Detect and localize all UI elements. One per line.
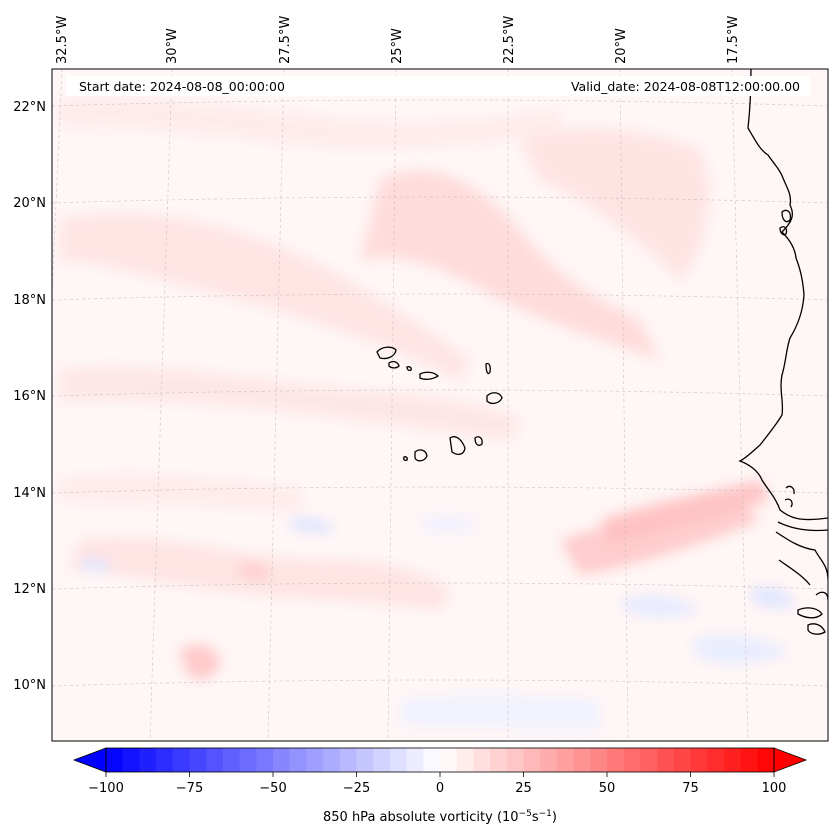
lat-label-20n: 20°N: [13, 196, 46, 211]
colorbar-min-extend-arrow: [72, 747, 107, 773]
lat-label-10n: 10°N: [13, 678, 46, 693]
colorbar-cell: [523, 748, 541, 772]
colorbar-cell: [156, 748, 174, 772]
lon-label-25w: 25°W: [390, 28, 405, 64]
colorbar-cell: [590, 748, 608, 772]
colorbar-cells: [106, 748, 775, 772]
date-banner: Start date: 2024-08-08_00:00:00 Valid_da…: [66, 76, 810, 96]
colorbar-cell: [256, 748, 274, 772]
lon-label-17-5w: 17.5°W: [726, 16, 741, 64]
colorbar-cell: [473, 748, 491, 772]
start-date-label: Start date: 2024-08-08_00:00:00: [79, 79, 285, 94]
date-banner-background: [66, 76, 810, 96]
lon-label-22-5w: 22.5°W: [502, 16, 517, 64]
graticule: [52, 69, 828, 741]
map-frame: [51, 68, 829, 742]
longitude-labels: 32.5°W 30°W 27.5°W 25°W 22.5°W 20°W 17.5…: [55, 16, 741, 64]
cape-verde-islands: [376, 346, 503, 462]
colorbar-cell: [222, 748, 240, 772]
colorbar-cell: [673, 748, 691, 772]
colorbar-cell: [690, 748, 708, 772]
colorbar-cell: [640, 748, 658, 772]
colorbar-cell: [172, 748, 190, 772]
colorbar-cell: [623, 748, 641, 772]
lon-label-27-5w: 27.5°W: [278, 16, 293, 64]
cb-tick-label: −75: [176, 781, 203, 796]
colorbar-cell: [339, 748, 357, 772]
colorbar-cell: [573, 748, 591, 772]
latitude-labels: 22°N 20°N 18°N 16°N 14°N 12°N 10°N: [13, 100, 46, 693]
colorbar-tick-labels: −100 −75 −50 −25 0 25 50 75 100: [88, 781, 786, 796]
colorbar-cell: [289, 748, 307, 772]
colorbar-cell: [440, 748, 458, 772]
cb-tick-label: 75: [682, 781, 699, 796]
colorbar-cell: [373, 748, 391, 772]
colorbar-max-extend-arrow: [773, 747, 808, 773]
map-panel: [52, 69, 828, 741]
lon-label-20w: 20°W: [614, 28, 629, 64]
cb-tick-label: 50: [599, 781, 616, 796]
colorbar-cell: [106, 748, 124, 772]
cb-tick-label: 0: [436, 781, 444, 796]
colorbar-cell: [356, 748, 374, 772]
colorbar-cell: [239, 748, 257, 772]
colorbar-cell: [757, 748, 775, 772]
colorbar-cell: [122, 748, 140, 772]
colorbar-cell: [506, 748, 524, 772]
colorbar-cell: [406, 748, 424, 772]
colorbar-cell: [389, 748, 407, 772]
colorbar-cell: [456, 748, 474, 772]
cb-tick-label: −25: [343, 781, 370, 796]
colorbar-cell: [707, 748, 725, 772]
lat-label-14n: 14°N: [13, 486, 46, 501]
colorbar-cell: [206, 748, 224, 772]
lat-label-22n: 22°N: [13, 100, 46, 115]
cb-tick-label: 25: [515, 781, 532, 796]
cb-tick-label: −100: [88, 781, 124, 796]
colorbar-cell: [423, 748, 441, 772]
lat-label-18n: 18°N: [13, 293, 46, 308]
colorbar: −100 −75 −50 −25 0 25 50 75 100 850 hPa …: [72, 747, 808, 825]
lon-label-30w: 30°W: [165, 28, 180, 64]
colorbar-cell: [740, 748, 758, 772]
colorbar-cell: [540, 748, 558, 772]
colorbar-cell: [273, 748, 291, 772]
colorbar-label: 850 hPa absolute vorticity (10−5s−1): [323, 809, 557, 825]
lat-label-16n: 16°N: [13, 389, 46, 404]
cb-tick-label: −50: [259, 781, 286, 796]
colorbar-cell: [323, 748, 341, 772]
colorbar-cell: [556, 748, 574, 772]
lon-label-32-5w: 32.5°W: [55, 16, 70, 64]
colorbar-cell: [139, 748, 157, 772]
colorbar-ticks: [105, 772, 775, 777]
valid-date-label: Valid_date: 2024-08-08T12:00:00.00: [571, 79, 800, 94]
lat-label-12n: 12°N: [13, 582, 46, 597]
colorbar-cell: [189, 748, 207, 772]
vorticity-field: [60, 99, 795, 730]
colorbar-cell: [657, 748, 675, 772]
colorbar-cell: [490, 748, 508, 772]
cb-tick-label: 100: [762, 781, 787, 796]
colorbar-cell: [607, 748, 625, 772]
colorbar-cell: [306, 748, 324, 772]
colorbar-cell: [723, 748, 741, 772]
